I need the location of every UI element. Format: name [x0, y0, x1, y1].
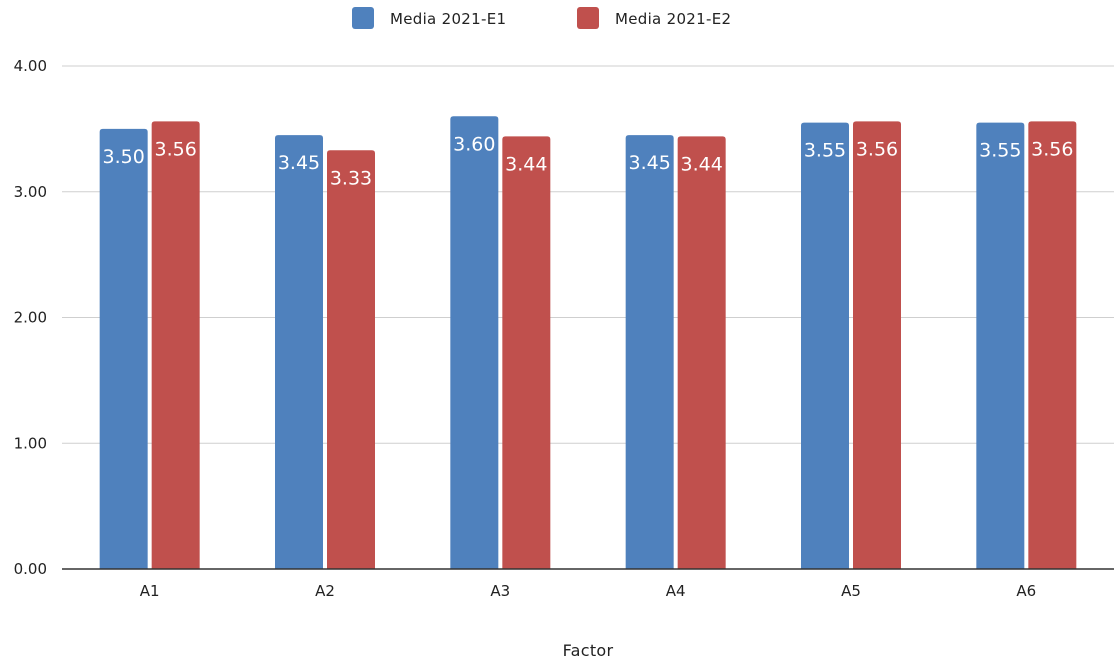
bar-value-label: 3.55 [804, 140, 846, 162]
bar-value-label: 3.56 [856, 138, 898, 160]
bar-value-label: 3.44 [505, 153, 547, 175]
bar-A1-series-2 [151, 121, 200, 569]
bar-A2-series-2 [327, 150, 375, 569]
x-axis-ticks: A1 A2 A3 A4 A5 A6 [140, 582, 1036, 600]
legend-swatch [352, 7, 374, 29]
bar-labels: 3.50 3.56 3.45 3.33 3.60 3.44 3.45 3.44 3.55 3.56… [103, 133, 1074, 189]
bar-A6-series-1 [976, 122, 1025, 570]
x-axis-title: Factor [563, 641, 614, 660]
legend-label: Media 2021-E2 [615, 10, 731, 28]
x-tick-label: A5 [841, 582, 861, 600]
x-tick-label: A1 [140, 582, 160, 600]
bar-value-label: 3.56 [155, 138, 197, 160]
bar-A4-series-2 [677, 136, 726, 570]
bar-A3-series-2 [502, 136, 551, 570]
bar-value-label: 3.33 [330, 167, 372, 189]
legend: Media 2021-E1 Media 2021-E2 [352, 7, 731, 29]
bar-value-label: 3.56 [1031, 138, 1073, 160]
bar-A5-series-1 [801, 122, 849, 570]
bars [99, 116, 1077, 570]
bar-A5-series-2 [853, 121, 901, 569]
y-axis-ticks: 0.00 1.00 2.00 3.00 4.00 [14, 57, 47, 578]
y-tick-label: 3.00 [14, 183, 47, 201]
bar-value-label: 3.55 [979, 140, 1021, 162]
y-tick-label: 1.00 [14, 434, 47, 452]
gridlines [62, 65, 1114, 444]
bar-value-label: 3.50 [103, 146, 145, 168]
y-tick-label: 2.00 [14, 309, 47, 327]
bar-value-label: 3.60 [453, 133, 495, 155]
x-tick-label: A3 [490, 582, 510, 600]
bar-A3-series-1 [450, 116, 499, 570]
legend-swatch [577, 7, 599, 29]
bar-A4-series-1 [625, 135, 674, 569]
x-tick-label: A2 [315, 582, 335, 600]
bar-value-label: 3.45 [629, 152, 671, 174]
bar-A6-series-2 [1028, 121, 1077, 569]
x-tick-label: A4 [666, 582, 686, 600]
y-tick-label: 0.00 [14, 560, 47, 578]
bar-value-label: 3.45 [278, 152, 320, 174]
y-tick-label: 4.00 [14, 57, 47, 75]
legend-label: Media 2021-E1 [390, 10, 506, 28]
bar-A2-series-1 [275, 135, 323, 569]
x-tick-label: A6 [1016, 582, 1036, 600]
bar-A1-series-1 [99, 128, 148, 569]
bar-value-label: 3.44 [681, 153, 723, 175]
